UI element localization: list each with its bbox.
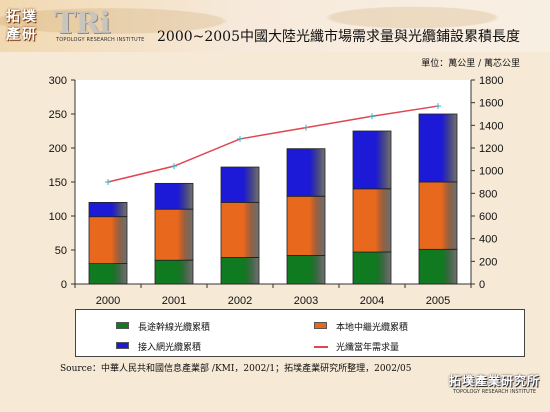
bar-local-relay	[286, 195, 326, 256]
legend-label-demand-line: 光纖當年需求量	[336, 343, 400, 353]
bar-long-haul	[154, 259, 194, 285]
right-tick-label: 800	[479, 188, 497, 200]
legend-swatch-long-haul	[116, 322, 129, 329]
footer-logo: 拓墣產業研究所 TOPOLOGY RESEARCH INSTITUTE	[449, 372, 540, 395]
bar-access	[220, 166, 260, 203]
bar-access	[352, 130, 392, 190]
left-tick-label: 0	[61, 279, 67, 291]
bar-access	[418, 113, 458, 183]
chart-legend: 長途幹線光纜累積 本地中繼光纜累積 接入網光纜累積 光纖當年需求量	[75, 309, 525, 357]
left-tick-label: 50	[55, 245, 67, 257]
x-tick-label: 2003	[294, 295, 318, 307]
tri-logo-text: TRi	[54, 6, 111, 41]
legend-swatch-access	[116, 342, 129, 349]
bar-long-haul	[418, 248, 458, 285]
header-band	[0, 0, 550, 52]
bar-local-relay	[220, 201, 260, 258]
bar-access	[154, 182, 194, 210]
right-tick-label: 1400	[479, 120, 503, 132]
x-tick-label: 2004	[360, 295, 384, 307]
bar-local-relay	[418, 181, 458, 250]
left-tick-label: 200	[49, 143, 67, 155]
bar-long-haul	[352, 251, 392, 285]
bar-long-haul	[88, 263, 128, 285]
footer-logo-text: 拓墣產業研究所	[448, 374, 540, 388]
plot-area	[75, 80, 471, 284]
bar-local-relay	[352, 188, 392, 253]
left-tick-label: 100	[49, 211, 67, 223]
right-tick-label: 0	[479, 279, 485, 291]
tri-logo: TRi TOPOLOGY RESEARCH INSTITUTE	[54, 6, 144, 44]
legend-label-access: 接入網光纜累積	[138, 343, 202, 353]
right-tick-label: 1800	[479, 75, 503, 87]
topology-logo-cjk: 拓 墣 產 研	[6, 6, 52, 44]
footer-logo-subtitle: TOPOLOGY RESEARCH INSTITUTE	[452, 389, 537, 395]
source-note: Source：中華人民共和國信息產業部 /KMI，2002/1；拓墣產業研究所整…	[60, 364, 412, 374]
right-tick-label: 400	[479, 234, 497, 246]
x-tick-label: 2000	[96, 295, 120, 307]
bar-long-haul	[286, 255, 326, 285]
left-tick-label: 300	[49, 75, 67, 87]
demand-line	[107, 105, 439, 183]
right-tick-label: 200	[479, 256, 497, 268]
bar-access	[286, 148, 326, 197]
bar-local-relay	[88, 216, 128, 264]
x-tick-label: 2001	[162, 295, 186, 307]
right-tick-label: 600	[479, 211, 497, 223]
legend-swatch-demand-line	[314, 346, 328, 348]
right-tick-label: 1200	[479, 143, 503, 155]
legend-swatch-local-relay	[314, 322, 327, 329]
tri-logo-subtitle: TOPOLOGY RESEARCH INSTITUTE	[56, 37, 145, 43]
background-map-decoration	[0, 0, 550, 70]
logo-char-2: 墣	[22, 9, 36, 25]
right-tick-label: 1600	[479, 98, 503, 110]
left-tick-label: 150	[49, 177, 67, 189]
bar-access	[88, 201, 128, 218]
legend-label-local-relay: 本地中繼光纜累積	[336, 323, 409, 333]
x-tick-label: 2002	[228, 295, 252, 307]
left-tick-label: 250	[49, 109, 67, 121]
right-tick-label: 1000	[479, 166, 503, 178]
logo-char-4: 研	[22, 27, 36, 43]
legend-label-long-haul: 長途幹線光纜累積	[138, 323, 211, 333]
chart-title: 2000~2005中國大陸光纖市場需求量與光纜鋪設累積長度	[157, 29, 520, 45]
x-tick-label: 2005	[426, 295, 450, 307]
logo-char-3: 產	[6, 27, 20, 43]
logo-char-1: 拓	[6, 9, 20, 25]
unit-label: 單位：萬公里 / 萬芯公里	[421, 59, 520, 69]
bar-local-relay	[154, 208, 194, 261]
bar-long-haul	[220, 257, 260, 285]
